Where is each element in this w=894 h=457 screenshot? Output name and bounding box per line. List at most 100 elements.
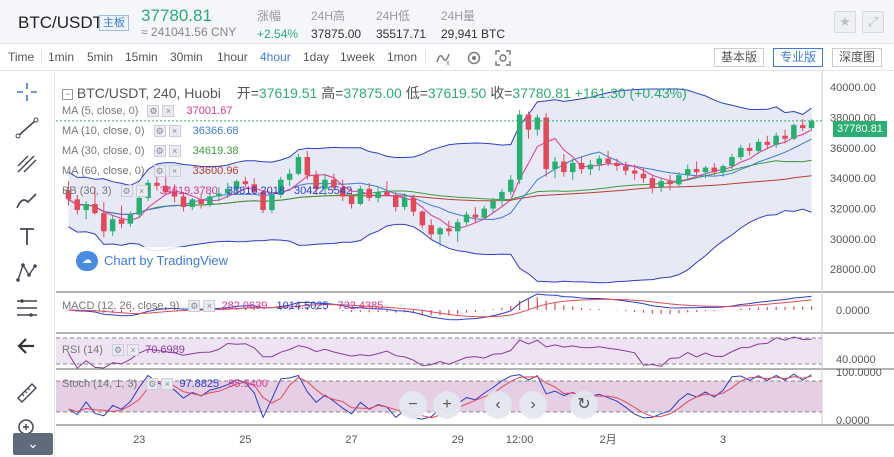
tf-30min[interactable]: 30min (170, 50, 203, 64)
rsi-legend[interactable]: RSI (14) ⚙ × 70.6989 (62, 344, 185, 357)
stat-high-label: 24H高 (311, 9, 346, 23)
candle-body (746, 147, 753, 151)
settings-icon[interactable]: ⚙ (153, 165, 166, 178)
settings-icon[interactable]: ⚙ (188, 300, 201, 313)
chart-canvas[interactable]: 40000.0038000.0036000.0034000.0032000.00… (56, 72, 894, 457)
price-axis-label: 30000.00 (830, 234, 876, 246)
brand-text: Chart by TradingView (104, 253, 229, 268)
tf-1day[interactable]: 1day (303, 50, 330, 64)
stat-high-value: 37875.00 (311, 27, 362, 41)
indicator-buttons[interactable]: ⚙ × (188, 300, 218, 313)
candle-body (499, 191, 505, 201)
chart-title-row: − BTC/USDT, 240, Huobi 开=37619.51 高=3787… (62, 83, 687, 103)
settings-icon[interactable]: ⚙ (146, 378, 159, 391)
text-icon[interactable] (14, 224, 40, 248)
candle-body (428, 225, 434, 235)
candle-body (180, 196, 187, 207)
legend-ma30[interactable]: MA (30, close, 0) ⚙ × 34619.38 (62, 145, 239, 158)
legend-ma5[interactable]: MA (5, close, 0) ⚙ × 37001.67 (62, 105, 232, 118)
market-header: BTC/USDT 主板 37780.81 ≈ 241041.56 CNY 涨幅 … (0, 0, 894, 44)
chart-area[interactable]: 40000.00 38000.00 36000.00 34000.00 32000.00… (56, 72, 894, 457)
close-icon[interactable]: × (162, 105, 175, 118)
candle-body (525, 114, 532, 130)
macd-legend[interactable]: MACD (12, 26, close, 9) ⚙ × 282.0639 1014… (62, 300, 383, 313)
tf-1hour[interactable]: 1hour (217, 50, 248, 64)
indicator-buttons[interactable]: ⚙ × (120, 185, 151, 198)
collapse-legend-icon[interactable]: − (62, 88, 73, 100)
svg-text:x: x (446, 60, 450, 67)
zoom-in-icon[interactable]: + (433, 391, 461, 419)
candle-body (419, 211, 426, 226)
settings-icon[interactable]: ⚙ (153, 145, 166, 158)
stat-change-value: +2.54% (257, 27, 299, 41)
candle-body (109, 219, 116, 232)
close-icon[interactable]: × (203, 300, 216, 313)
indicator-value: 97.8825 (179, 378, 220, 390)
settings-icon[interactable]: ⚙ (147, 105, 160, 118)
close-icon[interactable]: × (135, 185, 148, 198)
close-icon[interactable]: × (168, 125, 181, 138)
collapse-toolbar-button[interactable]: ⌄ (13, 433, 53, 455)
reset-icon[interactable]: ↻ (570, 391, 598, 419)
tradingview-brand[interactable]: ☁ Chart by TradingView (70, 247, 239, 275)
tf-1week[interactable]: 1week (340, 50, 375, 64)
indicator-buttons[interactable]: ⚙ × (153, 145, 184, 158)
zoom-out-icon[interactable]: − (399, 391, 427, 419)
settings-icon[interactable]: ⚙ (112, 344, 125, 357)
arrow-left-icon[interactable] (14, 334, 40, 358)
trend-line-icon[interactable] (14, 116, 40, 140)
candle-body (764, 141, 771, 145)
tf-1min[interactable]: 1min (48, 50, 75, 64)
stat-volume: 24H量 29,941 BTC (441, 7, 505, 41)
tf-1mon[interactable]: 1mon (387, 50, 418, 64)
tf-5min[interactable]: 5min (87, 50, 114, 64)
pattern-icon[interactable] (14, 260, 40, 284)
indicators-icon[interactable]: x (434, 49, 452, 67)
candle-body (596, 158, 602, 165)
tf-time[interactable]: Time (8, 50, 35, 64)
close-icon[interactable]: × (161, 378, 174, 391)
settings-icon[interactable] (465, 49, 483, 67)
indicator-buttons[interactable]: ⚙ × (153, 165, 184, 178)
stoch-axis-label: 0.0000 (836, 415, 870, 427)
legend-ma10[interactable]: MA (10, close, 0) ⚙ × 36366.68 (62, 125, 239, 138)
time-axis-label: 29 (452, 434, 464, 446)
legend-ma60[interactable]: MA (60, close, 0) ⚙ × 33600.96 (62, 165, 239, 178)
time-axis-label: 2月 (600, 434, 617, 446)
scroll-right-icon[interactable]: › (519, 391, 547, 419)
indicator-buttons[interactable]: ⚙ × (153, 125, 184, 138)
settings-icon[interactable]: ⚙ (120, 185, 133, 198)
close-icon[interactable]: × (168, 165, 181, 178)
indicator-buttons[interactable]: ⚙ × (146, 378, 176, 391)
candle-body (401, 197, 408, 207)
price-axis-label: 32000.00 (830, 204, 876, 216)
candle-body (127, 214, 134, 224)
tf-4hour[interactable]: 4hour (260, 50, 291, 64)
candle-body (224, 188, 231, 194)
settings-icon[interactable]: ⚙ (153, 125, 166, 138)
pair-name: BTC/USDT (18, 13, 103, 32)
fib-icon[interactable] (14, 296, 40, 320)
mode-depth[interactable]: 深度图 (832, 48, 883, 67)
candle-body (516, 114, 523, 180)
candle-body (198, 199, 204, 204)
legend-bb[interactable]: BB (30, 3) ⚙ × 34619.3780 38816.2018 3042… (62, 185, 352, 198)
pitchfork-icon[interactable] (14, 152, 40, 176)
indicator-buttons[interactable]: ⚙ × (112, 344, 142, 357)
screenshot-icon[interactable] (494, 49, 512, 67)
low-label: 低 (405, 85, 420, 101)
fullscreen-icon[interactable]: ⤢ (862, 11, 884, 33)
brush-icon[interactable] (14, 188, 40, 212)
ruler-icon[interactable] (14, 380, 40, 404)
star-icon[interactable]: ★ (834, 11, 856, 33)
crosshair-icon[interactable] (14, 80, 40, 104)
candle-body (74, 199, 80, 210)
tf-15min[interactable]: 15min (125, 50, 158, 64)
close-icon[interactable]: × (127, 344, 140, 357)
mode-pro[interactable]: 专业版 (773, 48, 824, 67)
indicator-buttons[interactable]: ⚙ × (147, 105, 177, 118)
stoch-legend[interactable]: Stoch (14, 1, 3) ⚙ × 97.8825 95.5400 (62, 378, 268, 391)
close-icon[interactable]: × (168, 145, 181, 158)
mode-basic[interactable]: 基本版 (714, 48, 765, 67)
scroll-left-icon[interactable]: ‹ (484, 391, 512, 419)
